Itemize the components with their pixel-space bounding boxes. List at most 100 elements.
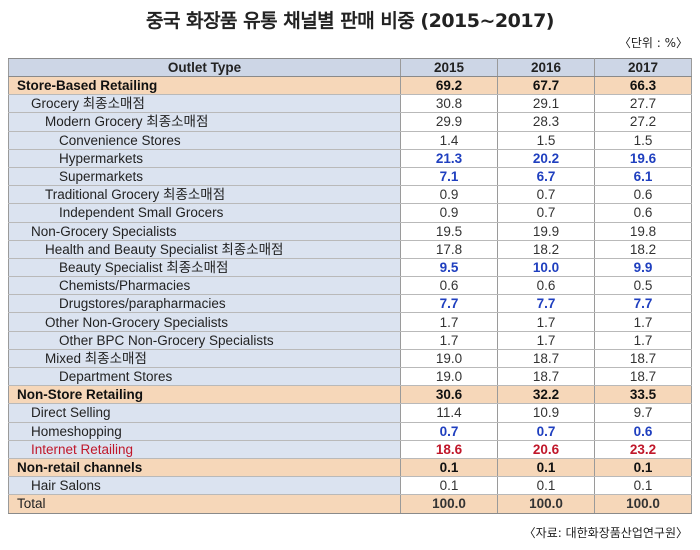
cell-2015: 0.9 xyxy=(400,185,498,205)
cell-2016: 0.7 xyxy=(497,422,595,441)
cell-2016: 0.6 xyxy=(497,276,595,296)
cell-2017: 100.0 xyxy=(594,494,692,514)
row-label: Beauty Specialist 최종소매점 xyxy=(8,258,401,278)
table-row: Hair Salons 0.1 0.1 0.1 xyxy=(8,476,692,496)
table-row: Supermarkets 7.1 6.7 6.1 xyxy=(8,167,692,187)
table-row: Modern Grocery 최종소매점 29.9 28.3 27.2 xyxy=(8,112,692,132)
table-row: Store-Based Retailing 69.2 67.7 66.3 xyxy=(8,75,692,96)
cell-2017: 27.7 xyxy=(594,94,692,114)
table-row: Department Stores 19.0 18.7 18.7 xyxy=(8,367,692,387)
cell-2016: 19.9 xyxy=(497,222,595,241)
row-label: Non-Store Retailing xyxy=(8,385,401,405)
cell-2017: 0.1 xyxy=(594,457,692,478)
table-row: Non-Store Retailing 30.6 32.2 33.5 xyxy=(8,385,692,405)
table-row: Mixed 최종소매점 19.0 18.7 18.7 xyxy=(8,349,692,369)
row-label: Hair Salons xyxy=(8,476,401,496)
table-row: Traditional Grocery 최종소매점 0.9 0.7 0.6 xyxy=(8,185,692,205)
cell-2017: 1.7 xyxy=(594,312,692,332)
row-label: Mixed 최종소매점 xyxy=(8,349,401,369)
cell-2017: 23.2 xyxy=(594,440,692,459)
table-row: Chemists/Pharmacies 0.6 0.6 0.5 xyxy=(8,276,692,296)
cell-2016: 20.2 xyxy=(497,149,595,168)
cell-2016: 28.3 xyxy=(497,112,595,132)
cell-2017: 0.6 xyxy=(594,185,692,205)
row-label: Other BPC Non-Grocery Specialists xyxy=(8,331,401,350)
table-row: Non-Grocery Specialists 19.5 19.9 19.8 xyxy=(8,222,692,241)
row-label: Non-retail channels xyxy=(8,457,401,478)
row-label: Other Non-Grocery Specialists xyxy=(8,312,401,332)
cell-2017: 19.6 xyxy=(594,149,692,168)
row-label: Non-Grocery Specialists xyxy=(8,222,401,241)
cell-2015: 17.8 xyxy=(400,240,498,259)
row-label: Homeshopping xyxy=(8,422,401,441)
cell-2017: 1.5 xyxy=(594,131,692,150)
cell-2017: 27.2 xyxy=(594,112,692,132)
cell-2016: 18.2 xyxy=(497,240,595,259)
cell-2016: 6.7 xyxy=(497,167,595,187)
table-row: Grocery 최종소매점 30.8 29.1 27.7 xyxy=(8,94,692,114)
cell-2015: 1.4 xyxy=(400,131,498,150)
table-row: Internet Retailing 18.6 20.6 23.2 xyxy=(8,440,692,459)
table-row: Non-retail channels 0.1 0.1 0.1 xyxy=(8,457,692,478)
cell-2015: 1.7 xyxy=(400,331,498,350)
cell-2015: 19.0 xyxy=(400,367,498,387)
row-label: Convenience Stores xyxy=(8,131,401,150)
cell-2016: 20.6 xyxy=(497,440,595,459)
table-row: Beauty Specialist 최종소매점 9.5 10.0 9.9 xyxy=(8,258,692,278)
table-row: Direct Selling 11.4 10.9 9.7 xyxy=(8,403,692,423)
cell-2015: 29.9 xyxy=(400,112,498,132)
cell-2017: 9.9 xyxy=(594,258,692,278)
cell-2015: 11.4 xyxy=(400,403,498,423)
cell-2015: 100.0 xyxy=(400,494,498,514)
cell-2016: 0.7 xyxy=(497,185,595,205)
table-row: Other Non-Grocery Specialists 1.7 1.7 1.… xyxy=(8,312,692,332)
cell-2015: 21.3 xyxy=(400,149,498,168)
row-label: Supermarkets xyxy=(8,167,401,187)
unit-note: 〈단위 : %〉 xyxy=(618,36,688,50)
cell-2017: 9.7 xyxy=(594,403,692,423)
cell-2017: 1.7 xyxy=(594,331,692,350)
cell-2016: 100.0 xyxy=(497,494,595,514)
cell-2017: 0.5 xyxy=(594,276,692,296)
cell-2017: 18.7 xyxy=(594,349,692,369)
cell-2017: 19.8 xyxy=(594,222,692,241)
row-label: Traditional Grocery 최종소매점 xyxy=(8,185,401,205)
cell-2015: 30.8 xyxy=(400,94,498,114)
table-row: Homeshopping 0.7 0.7 0.6 xyxy=(8,422,692,441)
cell-2017: 18.2 xyxy=(594,240,692,259)
cell-2016: 1.7 xyxy=(497,312,595,332)
cell-2016: 10.0 xyxy=(497,258,595,278)
cell-2017: 7.7 xyxy=(594,294,692,314)
header-2015: 2015 xyxy=(400,58,498,77)
cell-2017: 18.7 xyxy=(594,367,692,387)
row-label: Health and Beauty Specialist 최종소매점 xyxy=(8,240,401,259)
cell-2015: 19.5 xyxy=(400,222,498,241)
row-label: Internet Retailing xyxy=(8,440,401,459)
cell-2016: 29.1 xyxy=(497,94,595,114)
source-note: 〈자료: 대한화장품산업연구원〉 xyxy=(523,526,688,540)
header-2017: 2017 xyxy=(594,58,692,77)
cell-2016: 18.7 xyxy=(497,349,595,369)
row-label: Drugstores/parapharmacies xyxy=(8,294,401,314)
row-label: Direct Selling xyxy=(8,403,401,423)
cell-2015: 0.6 xyxy=(400,276,498,296)
cell-2016: 10.9 xyxy=(497,403,595,423)
cell-2016: 32.2 xyxy=(497,385,595,405)
cell-2016: 1.5 xyxy=(497,131,595,150)
cell-2015: 30.6 xyxy=(400,385,498,405)
row-label: Chemists/Pharmacies xyxy=(8,276,401,296)
row-label: Modern Grocery 최종소매점 xyxy=(8,112,401,132)
cell-2015: 7.1 xyxy=(400,167,498,187)
table-row: Drugstores/parapharmacies 7.7 7.7 7.7 xyxy=(8,294,692,314)
cell-2015: 0.1 xyxy=(400,476,498,496)
cell-2016: 7.7 xyxy=(497,294,595,314)
cell-2015: 0.9 xyxy=(400,203,498,223)
page-title: 중국 화장품 유통 채널별 판매 비중 (2015~2017) xyxy=(146,10,554,32)
cell-2015: 19.0 xyxy=(400,349,498,369)
cell-2016: 18.7 xyxy=(497,367,595,387)
cell-2017: 0.6 xyxy=(594,203,692,223)
row-label: Grocery 최종소매점 xyxy=(8,94,401,114)
row-label: Independent Small Grocers xyxy=(8,203,401,223)
cell-2016: 1.7 xyxy=(497,331,595,350)
cell-2015: 0.7 xyxy=(400,422,498,441)
